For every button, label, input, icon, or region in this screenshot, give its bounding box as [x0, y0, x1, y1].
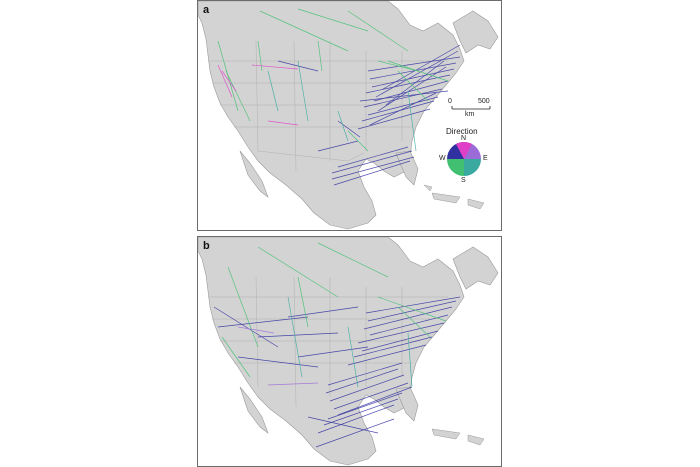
north-america-landmass	[198, 237, 465, 466]
map-canvas-a	[198, 1, 499, 230]
baja-california	[239, 386, 269, 434]
northeast-coast	[452, 10, 499, 54]
panel-label-a: a	[203, 4, 210, 16]
map-canvas-b	[198, 237, 499, 466]
florida	[395, 386, 419, 422]
compass-n: N	[461, 135, 467, 142]
northeast-coast	[452, 246, 499, 290]
legend-title: Direction	[446, 127, 478, 136]
compass-s: S	[461, 177, 466, 184]
scale-bar	[451, 106, 491, 110]
migration-vectors-a	[217, 8, 461, 186]
direction-color-wheel	[447, 142, 481, 176]
scale-max-label: 500	[478, 98, 490, 105]
map-panel-b: b	[197, 236, 502, 467]
north-america-landmass	[198, 1, 465, 230]
scale-zero-label: 0	[448, 98, 452, 105]
panel-label-b: b	[203, 240, 210, 252]
caribbean-islands	[431, 428, 485, 446]
map-panel-a: a 0 500 km Direction N E S W	[197, 0, 502, 231]
florida	[395, 150, 419, 186]
political-borders	[208, 276, 448, 408]
scale-unit-label: km	[465, 111, 475, 118]
compass-e: E	[483, 155, 488, 162]
migration-vectors-b	[213, 242, 461, 448]
caribbean-islands	[423, 184, 485, 210]
compass-w: W	[439, 155, 446, 162]
baja-california	[239, 150, 269, 198]
